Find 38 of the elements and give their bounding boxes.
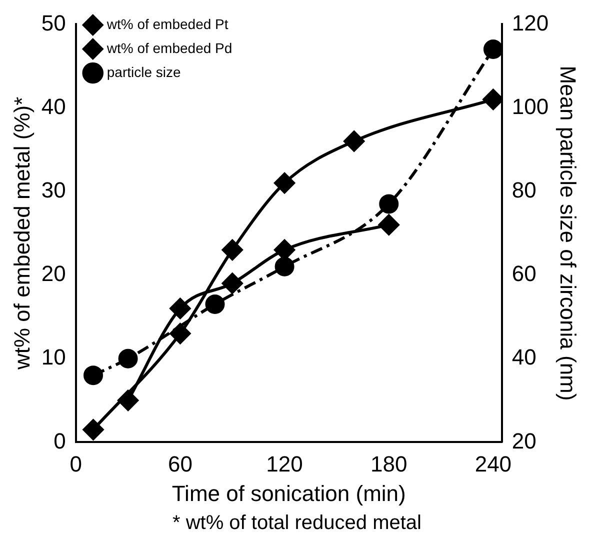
point — [274, 256, 294, 276]
y-tick-label: 40 — [41, 94, 66, 119]
x-axis-title: Time of sonication (min) — [172, 480, 406, 506]
point — [483, 40, 502, 60]
y-axis-title: wt% of embeded metal (%)* — [9, 96, 34, 371]
y-tick-label: 0 — [54, 428, 66, 454]
point — [274, 172, 296, 194]
y-tick-label: 30 — [41, 177, 66, 202]
point — [118, 348, 138, 368]
point — [222, 272, 244, 294]
y2-tick-label: 20 — [512, 428, 536, 454]
y2-tick-label: 60 — [512, 261, 536, 286]
y-tick-label: 10 — [41, 344, 66, 370]
legend-label: wt% of embeded Pd — [106, 40, 232, 56]
point — [222, 239, 244, 261]
point — [205, 294, 225, 314]
x-tick-label: 60 — [168, 451, 192, 476]
legend-label: wt% of embeded Pt — [106, 16, 228, 32]
x-tick-label: 0 — [70, 451, 82, 476]
x-tick-label: 240 — [474, 451, 512, 476]
legend-label: particle size — [106, 64, 181, 80]
point — [378, 214, 400, 236]
y2-tick-label: 80 — [512, 177, 536, 202]
y-tick-label: 50 — [41, 10, 66, 36]
point — [343, 130, 365, 152]
point — [82, 418, 104, 440]
y2-tick-label: 100 — [512, 94, 549, 119]
point — [169, 322, 191, 344]
y2-tick-label: 120 — [512, 10, 549, 36]
y-tick-label: 20 — [41, 261, 66, 286]
point — [84, 366, 104, 386]
point — [379, 194, 399, 214]
y2-axis-title: Mean particle size of zirconia (nm) — [556, 66, 581, 401]
text: * wt% of total reduced metal — [171, 512, 422, 535]
x-tick-label: 180 — [370, 451, 408, 476]
x-tick-label: 120 — [266, 451, 303, 476]
point — [169, 298, 191, 320]
y2-tick-label: 40 — [512, 344, 536, 370]
